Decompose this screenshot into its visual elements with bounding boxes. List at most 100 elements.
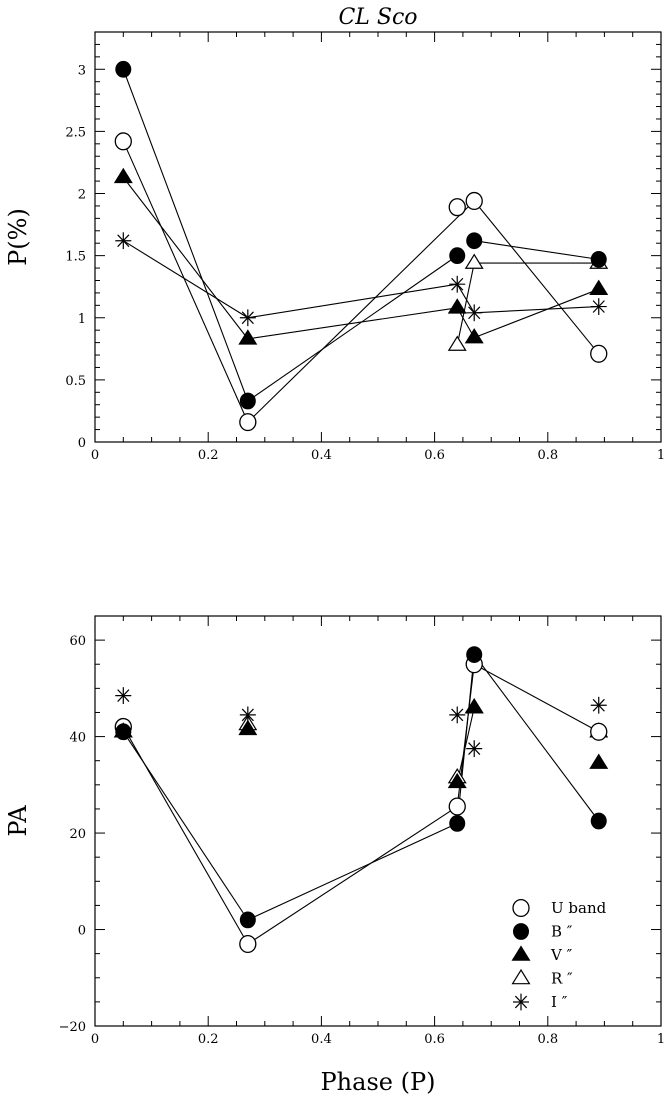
data-point-b-shape [449, 815, 466, 832]
data-point-r [464, 253, 484, 269]
x-axis-label: Phase (P) [321, 1068, 436, 1096]
x-tick-label: 0.4 [311, 1032, 332, 1047]
data-point-b-shape [590, 812, 607, 830]
data-point-v [464, 328, 484, 344]
legend-marker [511, 945, 531, 961]
data-point-u-band-shape [239, 934, 257, 954]
series-line-b [456, 654, 475, 824]
data-point-v [447, 772, 467, 789]
top-panel-polarization: 0 0.2 0.4 0.6 0.8 1 0 0.5 1 1.5 2 2.5 3 CL Sco P(%) [4, 5, 665, 463]
y-tick-label: 0 [78, 924, 86, 939]
data-point-i-ray [468, 306, 481, 320]
data-point-u-band-shape [114, 132, 132, 151]
data-point-v-shape [238, 329, 258, 345]
series-line-b [247, 255, 458, 402]
series-line-b [122, 69, 249, 402]
series-line-i [474, 306, 599, 314]
data-point-b [590, 250, 607, 268]
x-tick-label: 0 [91, 448, 99, 463]
data-point-u-band [590, 722, 608, 741]
data-point-b-shape [239, 392, 256, 410]
legend-marker-ray [514, 995, 528, 1009]
legend-label: B ″ [551, 923, 573, 941]
data-point-u-band [465, 191, 483, 211]
legend-marker-shape [513, 923, 529, 940]
data-point-r-shape [447, 335, 467, 351]
series-line-b [473, 654, 600, 822]
series-line-v [247, 307, 458, 340]
data-point-u-band-shape [239, 413, 257, 432]
x-tick-label: 0.2 [198, 448, 219, 463]
data-point-v [589, 753, 609, 769]
data-point-u-band-shape [590, 722, 608, 741]
data-point-i [449, 275, 466, 293]
data-point-u-band [114, 132, 132, 151]
data-point-i [466, 304, 483, 322]
data-point-i [449, 706, 466, 724]
data-point-b [239, 392, 256, 410]
series-line-v [474, 288, 599, 339]
series-line-b [122, 731, 249, 921]
data-point-i-ray [451, 277, 464, 291]
x-tick-label: 0.2 [198, 1032, 219, 1047]
series-line-i [247, 283, 458, 319]
data-point-u-band-shape [590, 344, 608, 363]
data-point-b-shape [466, 646, 483, 663]
legend-marker [512, 898, 530, 918]
data-point-v [238, 329, 258, 345]
data-point-i-ray [117, 234, 130, 248]
series-line-b [247, 822, 458, 921]
data-point-i [590, 298, 607, 315]
plot-frame [94, 615, 662, 1027]
data-point-i-ray [241, 311, 254, 325]
chart-title: CL Sco [338, 5, 417, 30]
data-point-r-shape [464, 253, 484, 269]
series-line-u-band [473, 200, 600, 355]
data-point-u-band-shape [448, 198, 466, 217]
data-point-b [466, 646, 483, 663]
data-point-i [590, 696, 607, 714]
series-line-v [456, 707, 475, 783]
data-point-r [447, 335, 467, 351]
data-point-v-shape [464, 328, 484, 344]
data-point-v-shape [589, 279, 609, 295]
series-line-i [123, 240, 249, 319]
data-point-i-ray [241, 708, 254, 722]
data-point-u-band [239, 934, 257, 954]
y-tick-label: 0.5 [65, 374, 86, 389]
data-point-u-band [448, 797, 466, 816]
legend-marker [511, 968, 531, 985]
data-point-b-shape [239, 911, 256, 929]
series-line-b [474, 240, 599, 260]
series-line-i [456, 283, 475, 314]
data-point-i-ray [451, 708, 464, 722]
x-tick-label: 0.8 [537, 448, 558, 463]
y-tick-label: 20 [69, 827, 86, 842]
y-tick-label: 2 [78, 188, 86, 203]
data-point-u-band [590, 344, 608, 363]
y-tick-label: 3 [78, 63, 86, 78]
data-point-i-ray [117, 689, 130, 702]
data-point-v [238, 719, 258, 736]
y-tick-label: 0 [78, 436, 86, 451]
legend-label: R ″ [551, 970, 573, 988]
legend-marker [513, 923, 529, 940]
data-point-v-shape [464, 698, 484, 714]
bottom-panel-position-angle: 0 0.2 0.4 0.6 0.8 1 −20 0 20 40 60 PA Phase (P) U ban… [4, 615, 665, 1096]
data-point-b [449, 247, 466, 265]
series-line-r [456, 262, 475, 346]
legend-label: I ″ [551, 993, 568, 1011]
data-point-i [115, 232, 132, 250]
y-tick-label: −20 [59, 1020, 86, 1035]
data-point-b-shape [466, 232, 483, 250]
x-tick-label: 0.6 [424, 1032, 445, 1047]
data-point-v-shape [113, 167, 133, 184]
legend-marker-shape [511, 945, 531, 961]
data-point-u-band [448, 198, 466, 217]
y-tick-label: 40 [69, 731, 86, 746]
y-axis-label: P(%) [4, 208, 32, 266]
y-tick-label: 60 [69, 634, 86, 649]
series-line-u-band [247, 200, 475, 423]
data-point-b [590, 812, 607, 830]
